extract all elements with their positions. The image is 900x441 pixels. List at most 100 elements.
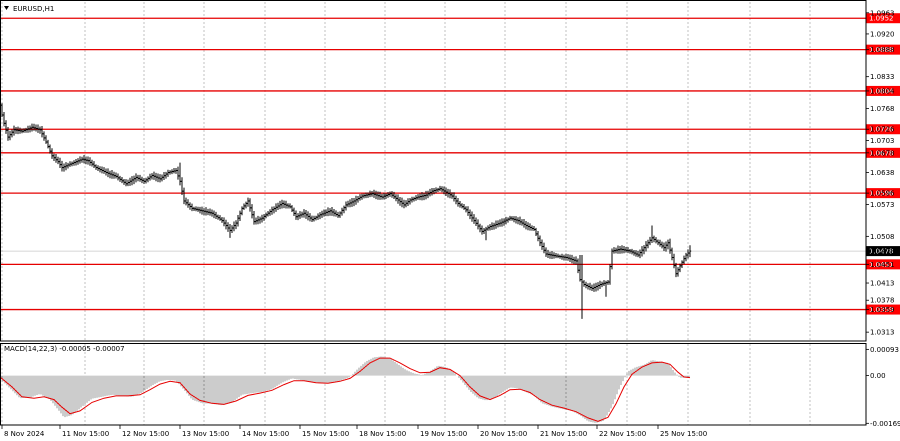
ohlc-bar bbox=[116, 173, 120, 181]
ohlc-bar bbox=[422, 192, 426, 201]
ohlc-bar bbox=[236, 214, 240, 227]
main-grid bbox=[1, 2, 811, 341]
ohlc-bar bbox=[412, 196, 416, 202]
level-tag-label: 1.0804 bbox=[869, 87, 894, 95]
ohlc-bar bbox=[626, 247, 630, 254]
current-price-label: 1.0478 bbox=[869, 248, 894, 256]
collapse-triangle-icon[interactable] bbox=[4, 6, 9, 10]
ohlc-bar bbox=[138, 174, 142, 182]
time-tick-label: 25 Nov 15:00 bbox=[660, 430, 707, 438]
ohlc-bar bbox=[50, 148, 54, 159]
ohlc-bar bbox=[448, 189, 452, 199]
ohlc-bar bbox=[244, 201, 248, 209]
ohlc-bar bbox=[648, 236, 652, 246]
ohlc-bar bbox=[466, 206, 470, 216]
ohlc-bar bbox=[232, 221, 236, 232]
ohlc-bar bbox=[40, 126, 44, 138]
price-tick-label: 1.0920 bbox=[870, 30, 895, 38]
ohlc-bar bbox=[408, 198, 412, 205]
time-tick-label: 18 Nov 15:00 bbox=[359, 430, 406, 438]
price-tick-label: 1.0573 bbox=[870, 201, 895, 209]
ohlc-bar bbox=[360, 193, 364, 200]
ohlc-bar bbox=[664, 241, 668, 252]
level-tag bbox=[866, 44, 900, 55]
symbol-header: EURUSD,H1 bbox=[4, 5, 54, 13]
ohlc-bar bbox=[594, 282, 598, 292]
ohlc-bar bbox=[258, 216, 262, 224]
macd-tick-label: 0.00093 bbox=[870, 346, 899, 354]
price-tick-label: 1.0313 bbox=[870, 329, 895, 337]
ohlc-bar bbox=[660, 241, 664, 249]
ohlc-bar bbox=[152, 171, 156, 180]
level-tag bbox=[866, 304, 900, 315]
ohlc-bar bbox=[252, 211, 256, 225]
ohlc-bar bbox=[672, 253, 676, 269]
ohlc-bar bbox=[522, 219, 526, 228]
chart-frames bbox=[0, 0, 867, 426]
ohlc-bar bbox=[166, 169, 170, 177]
ohlc-bar bbox=[356, 196, 360, 203]
ohlc-bar bbox=[330, 206, 334, 216]
price-tick-label: 1.0678 bbox=[870, 149, 895, 157]
price-tick-label: 1.0703 bbox=[870, 137, 895, 145]
price-tick-label: 1.0451 bbox=[870, 261, 895, 269]
level-tag-label: 1.0359 bbox=[869, 306, 894, 314]
ohlc-bar bbox=[184, 197, 188, 206]
ohlc-bar bbox=[544, 247, 548, 257]
ohlc-bar bbox=[308, 213, 312, 222]
ohlc-bar bbox=[460, 203, 464, 209]
price-tick-label: 1.0726 bbox=[870, 126, 895, 134]
horizontal-levels: 1.0952 1.0888 1.0804 1.0726 1.0678 1.0596 1.04… bbox=[0, 13, 900, 315]
ohlc-bar bbox=[250, 204, 254, 219]
ohlc-bar bbox=[76, 158, 80, 165]
time-tick-label: 13 Nov 15:00 bbox=[182, 430, 229, 438]
ohlc-bar bbox=[234, 220, 238, 230]
ohlc-bar bbox=[476, 219, 480, 230]
ohlc-bar bbox=[674, 262, 678, 278]
ohlc-bar bbox=[10, 129, 14, 138]
ohlc-bar bbox=[540, 239, 544, 250]
ohlc-bar bbox=[578, 255, 582, 282]
ohlc-bar bbox=[160, 174, 164, 182]
ohlc-bar bbox=[46, 139, 50, 149]
ohlc-bar bbox=[528, 223, 532, 231]
ohlc-bar bbox=[208, 208, 212, 216]
ohlc-bar bbox=[334, 210, 338, 217]
level-tag bbox=[866, 85, 900, 96]
ohlc-bar bbox=[372, 189, 376, 198]
ohlc-bar bbox=[224, 219, 228, 230]
ohlc-bar bbox=[44, 135, 48, 144]
ohlc-bar bbox=[70, 161, 74, 167]
ohlc-bar bbox=[190, 203, 194, 212]
ohlc-bar bbox=[54, 153, 58, 163]
ohlc-bar bbox=[430, 188, 434, 196]
level-tag-label: 1.0451 bbox=[869, 261, 894, 269]
price-panel-frame bbox=[0, 0, 867, 342]
ohlc-bar bbox=[328, 208, 332, 216]
ohlc-bar bbox=[216, 214, 220, 220]
time-tick-label: 15 Nov 15:00 bbox=[302, 430, 349, 438]
ohlc-bar bbox=[130, 176, 134, 186]
time-tick-label: 14 Nov 15:00 bbox=[242, 430, 289, 438]
ohlc-bar bbox=[506, 217, 510, 223]
ohlc-bar bbox=[474, 217, 478, 226]
ohlc-bar bbox=[596, 282, 600, 291]
ohlc-bar bbox=[636, 250, 640, 258]
ohlc-bar bbox=[344, 201, 348, 211]
ohlc-bar bbox=[316, 213, 320, 220]
ohlc-bar bbox=[60, 160, 64, 172]
ohlc-bar bbox=[132, 175, 136, 185]
level-tag bbox=[866, 13, 900, 24]
time-tick-label: 11 Nov 15:00 bbox=[62, 430, 109, 438]
ohlc-bar bbox=[470, 211, 474, 222]
ohlc-bar bbox=[218, 215, 222, 221]
ohlc-bar bbox=[332, 209, 336, 217]
ohlc-bar bbox=[400, 197, 404, 208]
ohlc-bar bbox=[440, 186, 444, 193]
ohlc-bar bbox=[688, 245, 692, 258]
ohlc-bar bbox=[658, 239, 662, 247]
ohlc-bar bbox=[34, 124, 38, 132]
price-tick-label: 1.0359 bbox=[870, 306, 895, 314]
ohlc-bar bbox=[684, 252, 688, 262]
